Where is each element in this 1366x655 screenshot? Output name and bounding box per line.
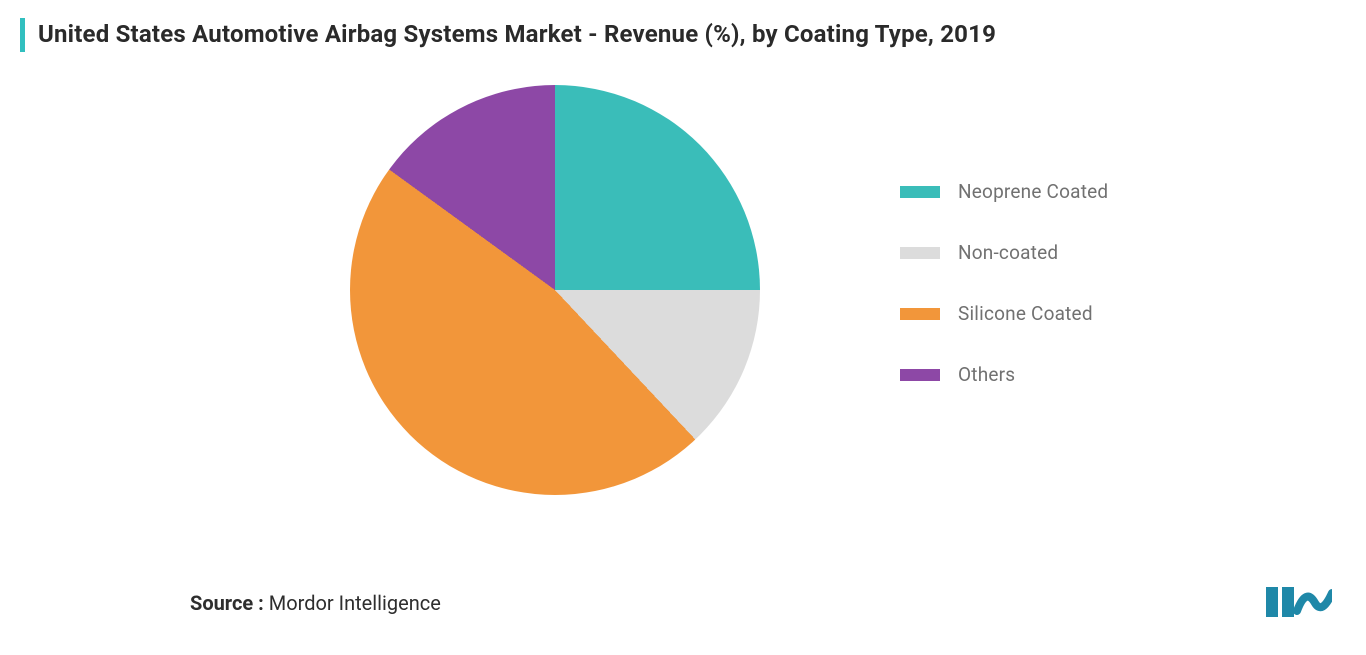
- pie-graphic: [350, 85, 760, 495]
- source-value: Mordor Intelligence: [269, 591, 441, 615]
- legend-label: Non-coated: [958, 241, 1058, 264]
- legend-swatch: [900, 186, 940, 198]
- legend-item: Others: [900, 363, 1108, 386]
- brand-logo: [1266, 581, 1332, 623]
- pie-chart: [350, 85, 760, 495]
- chart-title: United States Automotive Airbag Systems …: [38, 20, 996, 48]
- source-label: Source :: [190, 591, 264, 615]
- legend-item: Non-coated: [900, 241, 1108, 264]
- legend-swatch: [900, 247, 940, 259]
- legend-item: Silicone Coated: [900, 302, 1108, 325]
- chart-area: Neoprene Coated Non-coated Silicone Coated…: [0, 70, 1366, 570]
- legend-swatch: [900, 369, 940, 381]
- source-line: Source : Mordor Intelligence: [190, 591, 441, 615]
- legend-item: Neoprene Coated: [900, 180, 1108, 203]
- legend-label: Silicone Coated: [958, 302, 1093, 325]
- legend: Neoprene Coated Non-coated Silicone Coated…: [900, 180, 1108, 386]
- title-accent-bar: [20, 18, 25, 52]
- legend-label: Neoprene Coated: [958, 180, 1108, 203]
- legend-label: Others: [958, 363, 1015, 386]
- legend-swatch: [900, 308, 940, 320]
